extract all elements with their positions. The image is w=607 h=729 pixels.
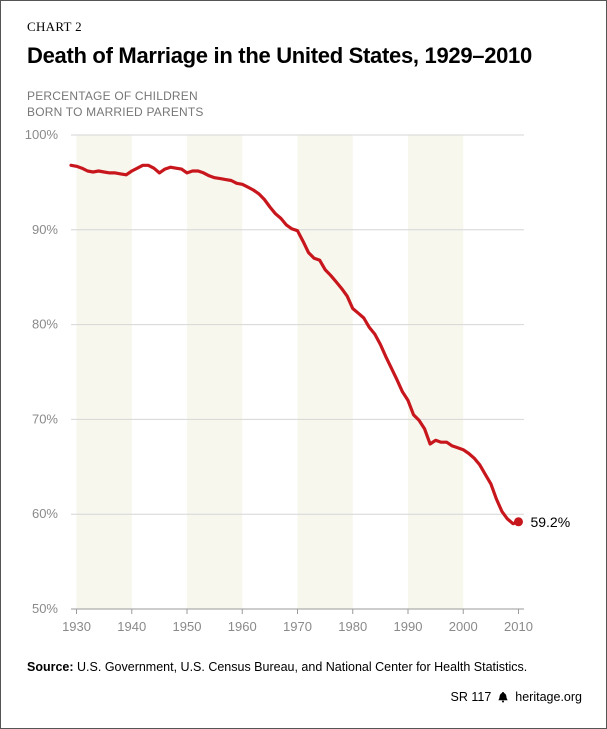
shaded-band-1970 <box>297 135 353 609</box>
end-value-label: 59.2% <box>530 514 570 530</box>
chart-title: Death of Marriage in the United States, … <box>27 43 532 68</box>
y-axis-label-line-2: BORN TO MARRIED PARENTS <box>27 105 204 119</box>
series-line <box>69 163 521 526</box>
chart-kicker: CHART 2 <box>27 19 82 34</box>
x-tick-label: 1970 <box>283 619 312 634</box>
end-point-marker <box>513 517 523 527</box>
source-label: Source: <box>27 660 74 674</box>
x-tick-label: 2000 <box>449 619 478 634</box>
shaded-band-1930 <box>76 135 132 609</box>
y-tick-label: 50% <box>32 601 58 616</box>
x-tick-label: 2010 <box>504 619 533 634</box>
x-tick-label: 1960 <box>228 619 257 634</box>
source-text: U.S. Government, U.S. Census Bureau, and… <box>77 660 528 674</box>
y-axis-label-line-1: PERCENTAGE OF CHILDREN <box>27 89 198 103</box>
report-id: SR 117 <box>450 690 492 704</box>
y-axis-label: PERCENTAGE OF CHILDREN BORN TO MARRIED P… <box>27 88 204 120</box>
site-link[interactable]: heritage.org <box>515 690 582 704</box>
source-note: Source: U.S. Government, U.S. Census Bur… <box>27 660 527 674</box>
y-tick-label: 100% <box>25 127 59 142</box>
x-tick-label: 1990 <box>394 619 423 634</box>
y-tick-label: 60% <box>32 506 58 521</box>
y-tick-label: 70% <box>32 411 58 426</box>
shaded-band-1990 <box>407 135 464 609</box>
y-tick-label: 80% <box>32 317 58 332</box>
x-tick-label: 1940 <box>117 619 146 634</box>
liberty-bell-icon <box>498 692 508 703</box>
x-tick-label: 1930 <box>62 619 91 634</box>
x-tick-label: 1950 <box>173 619 202 634</box>
footer-credit: SR 117 heritage.org <box>451 690 582 704</box>
shaded-band-1950 <box>187 135 243 609</box>
y-tick-label: 90% <box>32 222 58 237</box>
x-tick-label: 1980 <box>338 619 367 634</box>
